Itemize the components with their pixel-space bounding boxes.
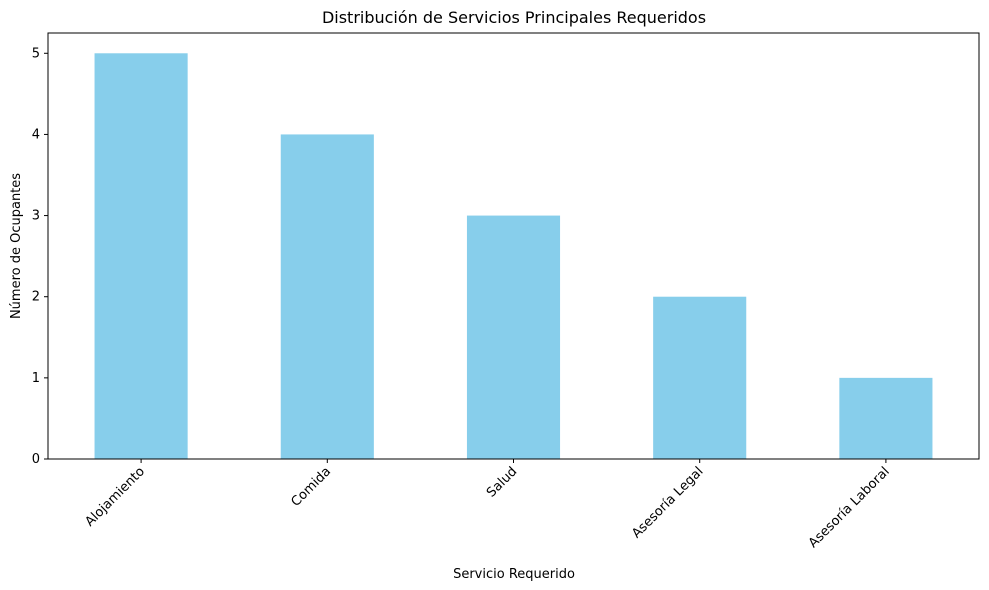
- y-tick-label: 1: [32, 371, 40, 386]
- y-tick-label: 2: [32, 290, 40, 305]
- y-tick-label: 0: [32, 452, 40, 467]
- y-tick-label: 5: [32, 46, 40, 61]
- x-axis-label: Servicio Requerido: [453, 567, 575, 582]
- bar-5: [839, 377, 933, 459]
- bar-3: [466, 215, 561, 459]
- chart-title: Distribución de Servicios Principales Re…: [322, 8, 706, 27]
- bar-2: [280, 134, 374, 459]
- y-axis-label: Número de Ocupantes: [9, 173, 24, 319]
- bar-1: [94, 53, 188, 460]
- y-tick-label: 3: [32, 209, 40, 224]
- y-tick-label: 4: [32, 127, 40, 142]
- bar-4: [653, 296, 747, 459]
